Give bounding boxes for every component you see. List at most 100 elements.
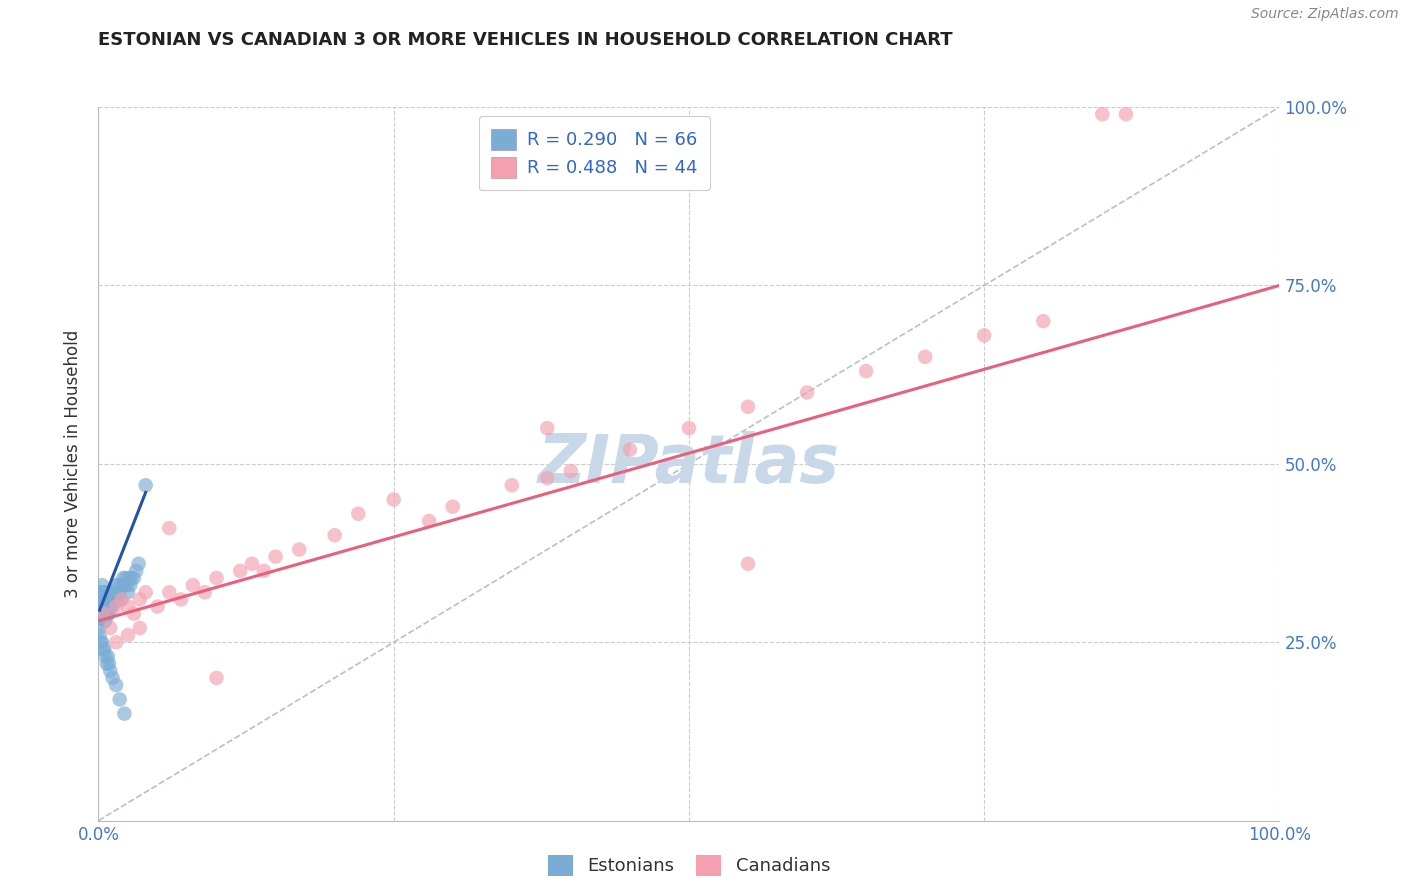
Point [90,599,112,614]
Text: Source: ZipAtlas.com: Source: ZipAtlas.com [1251,7,1399,21]
Point [94,614,117,628]
Point [89,599,111,614]
Point [101,671,124,685]
Point [205,571,228,585]
Point [264,549,287,564]
Point [91,642,114,657]
Point [128,592,150,607]
Point [108,585,131,599]
Point [107,578,129,592]
Text: ESTONIAN VS CANADIAN 3 OR MORE VEHICLES IN HOUSEHOLD CORRELATION CHART: ESTONIAN VS CANADIAN 3 OR MORE VEHICLES … [98,31,953,49]
Point [98,657,121,671]
Point [96,607,118,621]
Point [122,571,145,585]
Point [125,564,148,578]
Point [112,571,135,585]
Point [101,599,124,614]
Point [418,514,440,528]
Point [105,635,128,649]
Point [110,592,132,607]
Point [737,557,759,571]
Point [105,592,128,607]
Point [678,421,700,435]
Point [135,585,157,599]
Point [108,692,131,706]
Point [128,557,150,571]
Point [1091,107,1114,121]
Point [93,599,115,614]
Point [97,592,120,607]
Point [104,585,127,599]
Point [98,621,121,635]
Point [94,592,117,607]
Point [91,592,114,607]
Text: ZIPatlas: ZIPatlas [538,431,839,497]
Point [115,578,138,592]
Point [157,585,180,599]
Point [194,585,217,599]
Point [97,599,120,614]
Point [101,585,124,599]
Point [111,578,134,592]
Point [117,599,139,614]
Point [111,592,134,607]
Point [89,628,111,642]
Point [98,592,121,607]
Point [98,599,121,614]
Point [91,592,114,607]
Point [91,599,114,614]
Point [105,678,128,692]
Point [112,706,135,721]
Point [114,571,136,585]
Point [96,592,118,607]
Point [973,328,995,343]
Point [98,592,121,607]
Point [560,464,582,478]
Point [737,400,759,414]
Legend: Estonians, Canadians: Estonians, Canadians [540,847,838,883]
Point [619,442,641,457]
Point [914,350,936,364]
Point [91,635,114,649]
Point [170,592,193,607]
Point [91,607,114,621]
Point [1115,107,1137,121]
Point [1032,314,1054,328]
Point [382,492,405,507]
Point [181,578,204,592]
Point [89,592,111,607]
Point [93,585,115,599]
Point [117,585,139,599]
Point [135,478,157,492]
Point [90,635,112,649]
Point [796,385,818,400]
Point [288,542,311,557]
Point [122,607,145,621]
Point [91,578,114,592]
Point [93,642,115,657]
Point [536,471,558,485]
Point [94,599,117,614]
Point [103,592,125,607]
Point [112,578,135,592]
Point [118,571,141,585]
Point [96,585,118,599]
Point [97,649,120,664]
Point [89,585,111,599]
Point [117,628,139,642]
Point [157,521,180,535]
Point [240,557,263,571]
Point [105,599,128,614]
Point [855,364,877,378]
Point [323,528,346,542]
Point [128,621,150,635]
Point [90,585,112,599]
Point [98,664,121,678]
Point [347,507,370,521]
Point [100,592,122,607]
Point [105,578,128,592]
Point [105,585,128,599]
Point [98,585,121,599]
Point [441,500,464,514]
Point [120,578,142,592]
